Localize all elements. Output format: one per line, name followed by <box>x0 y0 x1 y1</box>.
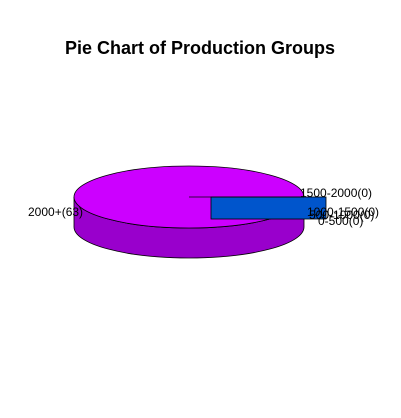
label-500-1000: 500-1000(0) <box>309 208 374 222</box>
label-1000-1500: 1000-1500(0) <box>307 205 379 219</box>
label-1500-2000: 1500-2000(0) <box>300 186 372 200</box>
chart-title: Pie Chart of Production Groups <box>65 38 335 58</box>
label-0-500: 0-500(0) <box>318 214 363 228</box>
label-2000plus: 2000+(63) <box>28 205 83 219</box>
slice-labels: 2000+(63) 1500-2000(0) 1000-1500(0)500-100… <box>28 186 379 228</box>
pie-group <box>73 165 327 259</box>
